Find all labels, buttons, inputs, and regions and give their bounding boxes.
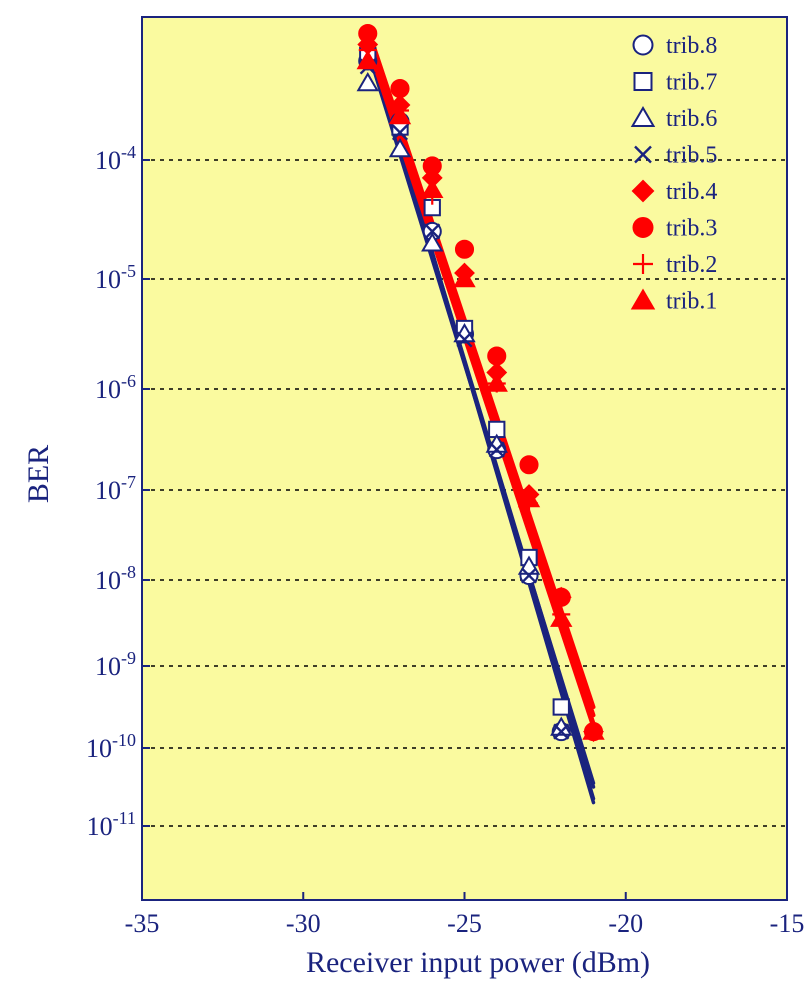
y-tick-label-3: 10-7: [95, 472, 136, 505]
legend-marker-trib.8: [632, 34, 654, 56]
point-trib.6-1: [388, 138, 412, 158]
x-tick-label-4: -15: [770, 909, 805, 938]
legend-marker-trib.3: [632, 217, 654, 238]
point-trib.6-0: [356, 72, 379, 92]
legend-label-trib.6: trib.6: [666, 106, 717, 132]
legend-label-trib.1: trib.1: [666, 289, 717, 315]
legend-marker-trib.2: [633, 254, 653, 274]
x-tick-label-0: -35: [125, 909, 160, 938]
y-tick-label-1: 10-5: [95, 261, 136, 294]
legend-label-trib.8: trib.8: [666, 33, 717, 59]
point-trib.3-3: [454, 239, 475, 259]
point-trib.5-1: [391, 124, 409, 141]
x-axis-ticks: -35 -30 -25 -20 -15: [125, 892, 805, 938]
point-trib.5-4: [488, 441, 505, 458]
point-trib.5-6: [553, 723, 570, 740]
y-tick-label-5: 10-9: [95, 648, 136, 681]
point-trib.5-5: [520, 567, 538, 584]
data-points: [356, 23, 605, 743]
point-trib.3-6: [551, 587, 571, 607]
y-axis-title: BER: [22, 445, 55, 503]
point-trib.1-3: [453, 268, 476, 288]
x-tick-label-1: -30: [286, 909, 321, 938]
point-trib.3-4: [487, 346, 507, 366]
point-trib.1-7: [582, 720, 605, 740]
x-tick-label-2: -25: [447, 909, 482, 938]
point-trib.5-2: [424, 223, 441, 240]
legend-label-trib.5: trib.5: [666, 143, 717, 169]
point-trib.1-0: [356, 50, 379, 70]
point-trib.1-4: [485, 372, 508, 392]
point-trib.1-2: [421, 178, 444, 198]
x-tick-label-3: -20: [608, 909, 643, 938]
legend-label-trib.4: trib.4: [666, 179, 717, 205]
point-trib.3-5: [519, 455, 539, 475]
point-trib.1-1: [388, 105, 412, 125]
legend-label-trib.7: trib.7: [666, 70, 717, 96]
y-tick-label-0: 10-4: [95, 142, 136, 175]
plot-area: [141, 16, 788, 901]
y-tick-label-6: 10-10: [86, 730, 136, 763]
legend: trib.8 trib.7 trib.6 trib.5 trib.4 trib.3 trib…: [630, 33, 717, 315]
y-tick-label-2: 10-6: [95, 371, 136, 404]
point-trib.3-0: [358, 23, 378, 44]
x-axis-title: Receiver input power (dBm): [306, 946, 650, 979]
y-axis-ticks: 10-4 10-5 10-6 10-7 10-8 10-9 10-10 10-11: [86, 142, 150, 841]
point-trib.1-6: [550, 607, 573, 627]
legend-label-trib.3: trib.3: [666, 216, 717, 242]
point-trib.3-2: [422, 156, 442, 176]
point-trib.7-6: [552, 698, 570, 716]
point-trib.3-1: [390, 78, 410, 99]
y-tick-label-4: 10-8: [95, 562, 136, 595]
point-trib.6-2: [421, 232, 444, 252]
legend-marker-trib.5: [634, 145, 652, 164]
y-tick-label-7: 10-11: [87, 808, 136, 841]
legend-marker-trib.1: [630, 288, 656, 310]
legend-marker-trib.7: [633, 72, 653, 91]
point-trib.5-3: [456, 331, 473, 348]
legend-marker-trib.4: [631, 179, 655, 203]
legend-marker-trib.6: [630, 106, 656, 127]
point-trib.1-5: [517, 488, 541, 508]
legend-label-trib.2: trib.2: [666, 252, 717, 278]
